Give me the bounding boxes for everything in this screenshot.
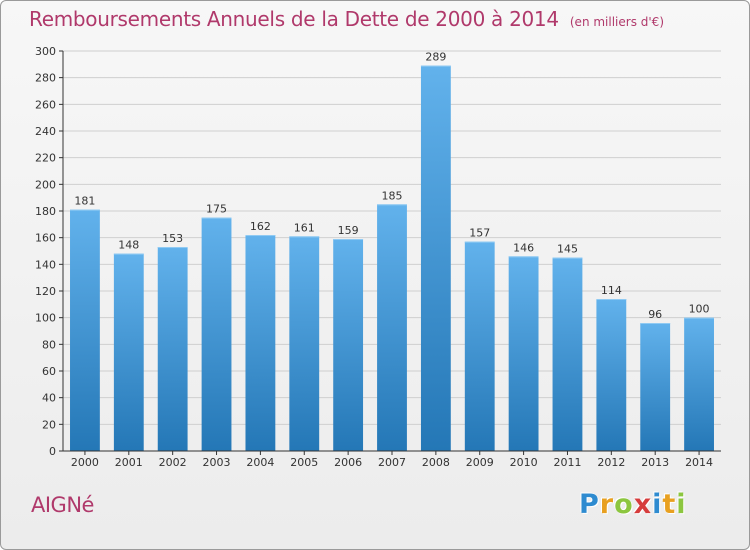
- logo-letter: i: [676, 489, 687, 520]
- data-label-2009: 157: [469, 227, 490, 240]
- data-label-2005: 161: [294, 221, 315, 234]
- y-tick-label: 140: [35, 258, 56, 271]
- bar-2001: [113, 253, 144, 451]
- y-tick-label: 120: [35, 285, 56, 298]
- data-label-2008: 289: [425, 51, 446, 64]
- y-tick-label: 220: [35, 152, 56, 165]
- bar-2009: [464, 241, 495, 451]
- x-tick-label: 2005: [290, 456, 318, 469]
- x-tick-label: 2008: [422, 456, 450, 469]
- bar-2006: [333, 239, 364, 451]
- x-tick-label: 2006: [334, 456, 362, 469]
- x-tick-label: 2012: [597, 456, 625, 469]
- bar-2003: [201, 217, 232, 451]
- x-tick-label: 2010: [510, 456, 538, 469]
- x-tick-label: 2014: [685, 456, 713, 469]
- data-label-2010: 146: [513, 241, 534, 254]
- bar-2014: [684, 317, 714, 451]
- y-tick-label: 20: [42, 418, 56, 431]
- x-tick-label: 2004: [246, 456, 274, 469]
- chart-unit: (en milliers d'€): [569, 15, 664, 29]
- data-label-2007: 185: [382, 189, 403, 202]
- y-tick-label: 60: [42, 365, 56, 378]
- logo-letter: t: [662, 489, 677, 520]
- logo-letter: x: [633, 489, 653, 520]
- chart-title-row: Remboursements Annuels de la Dette de 20…: [29, 7, 664, 31]
- bar-2013: [640, 323, 671, 451]
- y-tick-label: 280: [35, 72, 56, 85]
- y-tick-label: 100: [35, 312, 56, 325]
- bar-2010: [508, 256, 539, 451]
- x-tick-label: 2007: [378, 456, 406, 469]
- labels: 0 20 40 60 80 100 120 140 160 180 200 220 240 260 280 3…: [35, 45, 713, 469]
- y-tick-label: 0: [49, 445, 56, 458]
- bar-2005: [289, 236, 320, 451]
- bar-2008: [420, 65, 451, 452]
- data-label-2011: 145: [557, 243, 578, 256]
- bar-2000: [70, 209, 100, 451]
- axes: [59, 50, 721, 455]
- bar-2007: [377, 204, 407, 451]
- x-tick-label: 2000: [71, 456, 99, 469]
- data-label-2012: 114: [601, 284, 622, 297]
- data-label-2014: 100: [689, 303, 710, 316]
- y-tick-label: 240: [35, 125, 56, 138]
- bar-2011: [552, 257, 583, 451]
- x-tick-label: 2002: [159, 456, 187, 469]
- data-label-2001: 148: [118, 239, 139, 252]
- bars: [70, 65, 714, 452]
- y-tick-label: 160: [35, 232, 56, 245]
- data-label-2013: 96: [648, 308, 662, 321]
- chart-title: Remboursements Annuels de la Dette de 20…: [29, 7, 559, 31]
- data-label-2000: 181: [74, 195, 95, 208]
- logo-letter: P: [579, 489, 600, 520]
- x-tick-label: 2003: [203, 456, 231, 469]
- data-label-2004: 162: [250, 220, 271, 233]
- x-tick-label: 2011: [553, 456, 581, 469]
- x-tick-label: 2013: [641, 456, 669, 469]
- x-tick-label: 2001: [115, 456, 143, 469]
- bar-2002: [157, 247, 188, 451]
- y-tick-label: 200: [35, 178, 56, 191]
- bar-2012: [596, 299, 627, 451]
- x-tick-label: 2009: [466, 456, 494, 469]
- logo-letter: o: [614, 489, 634, 520]
- data-label-2002: 153: [162, 232, 183, 245]
- bar-2004: [245, 235, 276, 451]
- logo-letter: r: [599, 489, 615, 520]
- logo-letter: i: [652, 489, 663, 520]
- proxiti-logo: Proxiti: [579, 489, 687, 520]
- data-label-2003: 175: [206, 203, 227, 216]
- y-tick-label: 180: [35, 205, 56, 218]
- commune-name: AIGNé: [31, 493, 94, 517]
- y-tick-label: 260: [35, 98, 56, 111]
- y-tick-label: 300: [35, 45, 56, 58]
- data-label-2006: 159: [338, 224, 359, 237]
- y-tick-label: 80: [42, 338, 56, 351]
- y-tick-label: 40: [42, 392, 56, 405]
